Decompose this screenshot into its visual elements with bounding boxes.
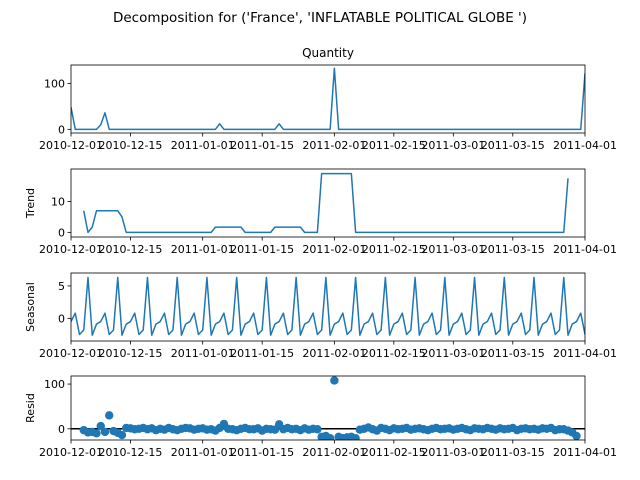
x-tick-label: 2011-04-01 (553, 446, 617, 459)
y-axis-label: Resid (24, 393, 37, 423)
x-tick-label: 2011-04-01 (553, 347, 617, 360)
x-tick-label: 2011-03-15 (481, 139, 545, 152)
plot-area (71, 376, 585, 440)
y-tick-label: 0 (58, 312, 65, 325)
x-tick-label: 2011-03-01 (421, 139, 485, 152)
x-tick-label: 2011-01-01 (171, 446, 235, 459)
x-tick-label: 2011-03-01 (421, 243, 485, 256)
x-tick-label: 2011-01-15 (230, 347, 294, 360)
x-tick-label: 2011-02-15 (362, 347, 426, 360)
resid-point (325, 434, 335, 440)
x-tick-label: 2011-01-01 (171, 347, 235, 360)
x-tick-label: 2011-01-15 (230, 139, 294, 152)
x-tick-label: 2011-02-01 (302, 243, 366, 256)
resid-point (92, 429, 101, 438)
series-line (71, 67, 585, 131)
x-tick-label: 2011-03-01 (421, 446, 485, 459)
x-tick-label: 2011-02-15 (362, 139, 426, 152)
x-tick-label: 2011-04-01 (553, 139, 617, 152)
y-tick-label: 10 (51, 195, 65, 208)
x-tick-label: 2011-03-01 (421, 347, 485, 360)
x-tick-label: 2010-12-15 (99, 446, 163, 459)
axes-frame (70, 168, 586, 238)
x-tick-label: 2011-03-15 (481, 243, 545, 256)
y-tick-label: 0 (58, 123, 65, 136)
x-tick-label: 2011-01-15 (230, 446, 294, 459)
x-tick-label: 2011-02-01 (302, 139, 366, 152)
resid-point (572, 431, 581, 440)
x-tick-label: 2011-02-15 (362, 446, 426, 459)
y-tick-label: 0 (58, 423, 65, 436)
y-tick-label: 5 (58, 280, 65, 293)
axes-frame (70, 375, 586, 441)
panel-title: Quantity (302, 46, 354, 60)
x-tick-label: 2010-12-01 (39, 347, 103, 360)
x-tick-label: 2010-12-15 (99, 139, 163, 152)
resid-point (100, 427, 110, 437)
resid-point (313, 425, 322, 434)
y-tick-label: 100 (44, 378, 65, 391)
resid-point (105, 411, 114, 420)
plot-area (71, 276, 585, 336)
x-tick-label: 2011-04-01 (553, 243, 617, 256)
y-axis-label: Trend (24, 188, 37, 219)
series-line (83, 172, 569, 234)
plot-area (83, 172, 569, 234)
x-tick-label: 2011-02-01 (302, 347, 366, 360)
resid-point (330, 376, 339, 385)
resid-point (117, 430, 127, 440)
y-axis-label: Seasonal (24, 282, 37, 332)
x-tick-label: 2010-12-01 (39, 139, 103, 152)
x-tick-label: 2011-03-15 (481, 446, 545, 459)
x-tick-label: 2011-02-15 (362, 243, 426, 256)
plot-area (71, 67, 585, 131)
x-tick-label: 2011-01-01 (171, 243, 235, 256)
x-tick-label: 2010-12-15 (99, 243, 163, 256)
y-tick-label: 0 (58, 226, 65, 239)
x-tick-label: 2011-01-01 (171, 139, 235, 152)
resid-point (351, 434, 360, 440)
axes-frame (70, 64, 586, 134)
x-tick-label: 2011-02-01 (302, 446, 366, 459)
x-tick-label: 2010-12-15 (99, 347, 163, 360)
x-tick-label: 2010-12-01 (39, 446, 103, 459)
axes-frame (70, 272, 586, 342)
resid-point (96, 421, 105, 431)
x-tick-label: 2010-12-01 (39, 243, 103, 256)
x-tick-label: 2011-01-15 (230, 243, 294, 256)
y-tick-label: 100 (44, 77, 65, 90)
figure-suptitle: Decomposition for ('France', 'INFLATABLE… (113, 10, 527, 26)
series-line (71, 276, 585, 336)
x-tick-label: 2011-03-15 (481, 347, 545, 360)
